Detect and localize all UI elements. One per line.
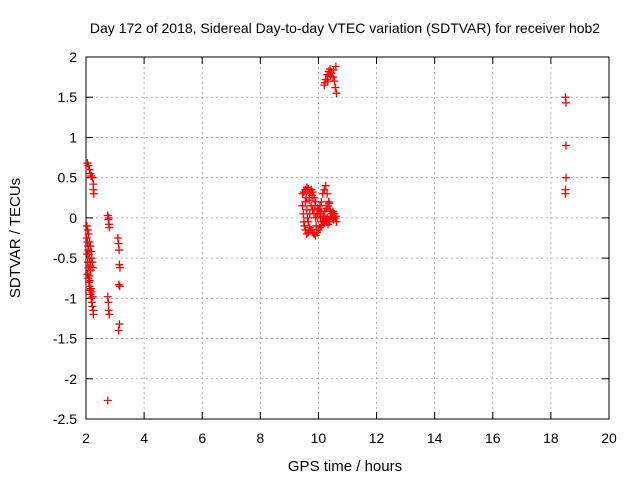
data-point: [115, 320, 124, 329]
y-tick-label: 0: [69, 210, 77, 226]
data-point: [561, 173, 570, 182]
data-point: [105, 310, 114, 319]
data-point: [320, 185, 329, 194]
data-point: [89, 306, 98, 315]
data-point: [83, 270, 92, 279]
data-point: [86, 242, 95, 251]
data-point: [329, 65, 338, 74]
data-point: [326, 65, 335, 74]
axis-ticks: 2 4 6 8 10 12 14 16 18 20 -2.5 -2 -1.5 -1 -0.5 0 0.5 1 1.5…: [53, 49, 617, 446]
data-point: [330, 77, 339, 86]
data-point: [82, 221, 91, 230]
data-point: [561, 189, 570, 198]
data-point: [328, 212, 337, 221]
data-point: [82, 234, 91, 242]
x-tick-label: 10: [311, 430, 327, 446]
y-tick-label: -1.5: [53, 331, 77, 347]
data-point: [84, 161, 93, 170]
data-point: [103, 396, 112, 405]
data-point: [303, 213, 312, 222]
data-point: [312, 221, 321, 230]
data-point: [104, 213, 113, 222]
data-point: [317, 197, 326, 206]
data-point: [302, 229, 311, 238]
data-point: [83, 250, 92, 259]
data-point: [302, 183, 311, 192]
data-point: [104, 298, 113, 307]
data-point: [89, 189, 98, 198]
y-tick-label: 1: [69, 129, 77, 145]
x-axis-label: GPS time / hours: [288, 458, 402, 475]
data-point: [331, 83, 340, 92]
data-point: [301, 197, 310, 206]
data-point: [326, 72, 335, 81]
data-point: [308, 191, 317, 200]
x-tick-label: 20: [601, 430, 617, 446]
data-point: [85, 276, 94, 285]
data-point: [298, 201, 307, 210]
x-tick-label: 2: [82, 430, 90, 446]
data-point: [325, 199, 334, 208]
x-tick-label: 4: [140, 430, 148, 446]
data-point: [298, 189, 307, 198]
y-tick-label: -2.5: [53, 411, 77, 427]
y-tick-label: -1: [65, 290, 78, 306]
x-tick-label: 16: [485, 430, 501, 446]
data-point: [561, 141, 570, 150]
data-point: [304, 217, 313, 226]
x-tick-label: 14: [427, 430, 443, 446]
data-point: [85, 165, 94, 174]
data-point: [300, 221, 309, 230]
data-point: [87, 287, 96, 296]
data-point: [84, 263, 93, 272]
data-point: [561, 98, 570, 107]
data-point: [83, 225, 92, 234]
data-point: [115, 282, 124, 291]
data-point: [321, 181, 330, 190]
data-point: [88, 292, 97, 301]
data-point: [84, 229, 93, 238]
x-tick-label: 18: [543, 430, 559, 446]
chart-title: Day 172 of 2018, Sidereal Day-to-day VTE…: [90, 20, 600, 36]
plot-frame: [85, 56, 610, 420]
data-point: [114, 326, 123, 335]
data-point: [323, 77, 332, 86]
data-point: [305, 196, 314, 205]
data-point: [88, 173, 97, 182]
data-point: [85, 238, 94, 247]
y-axis-label: SDTVAR / TECUs: [7, 178, 24, 298]
y-tick-label: 2: [69, 49, 77, 65]
data-point: [115, 246, 124, 255]
data-point: [332, 89, 341, 98]
data-points: [82, 62, 570, 405]
y-tick-label: -0.5: [53, 250, 77, 266]
data-point: [114, 280, 123, 289]
y-tick-label: 1.5: [58, 89, 78, 105]
grid-lines: [86, 57, 609, 419]
x-tick-label: 12: [369, 430, 385, 446]
data-point: [323, 189, 332, 198]
x-tick-label: 6: [198, 430, 206, 446]
x-tick-label: 8: [256, 430, 264, 446]
data-point: [105, 223, 114, 232]
data-point: [319, 213, 328, 222]
data-point: [316, 207, 325, 216]
y-tick-label: 0.5: [58, 170, 78, 186]
y-tick-label: -2: [65, 371, 78, 387]
data-point: [88, 302, 97, 311]
data-point: [87, 172, 96, 181]
data-point: [115, 263, 124, 272]
